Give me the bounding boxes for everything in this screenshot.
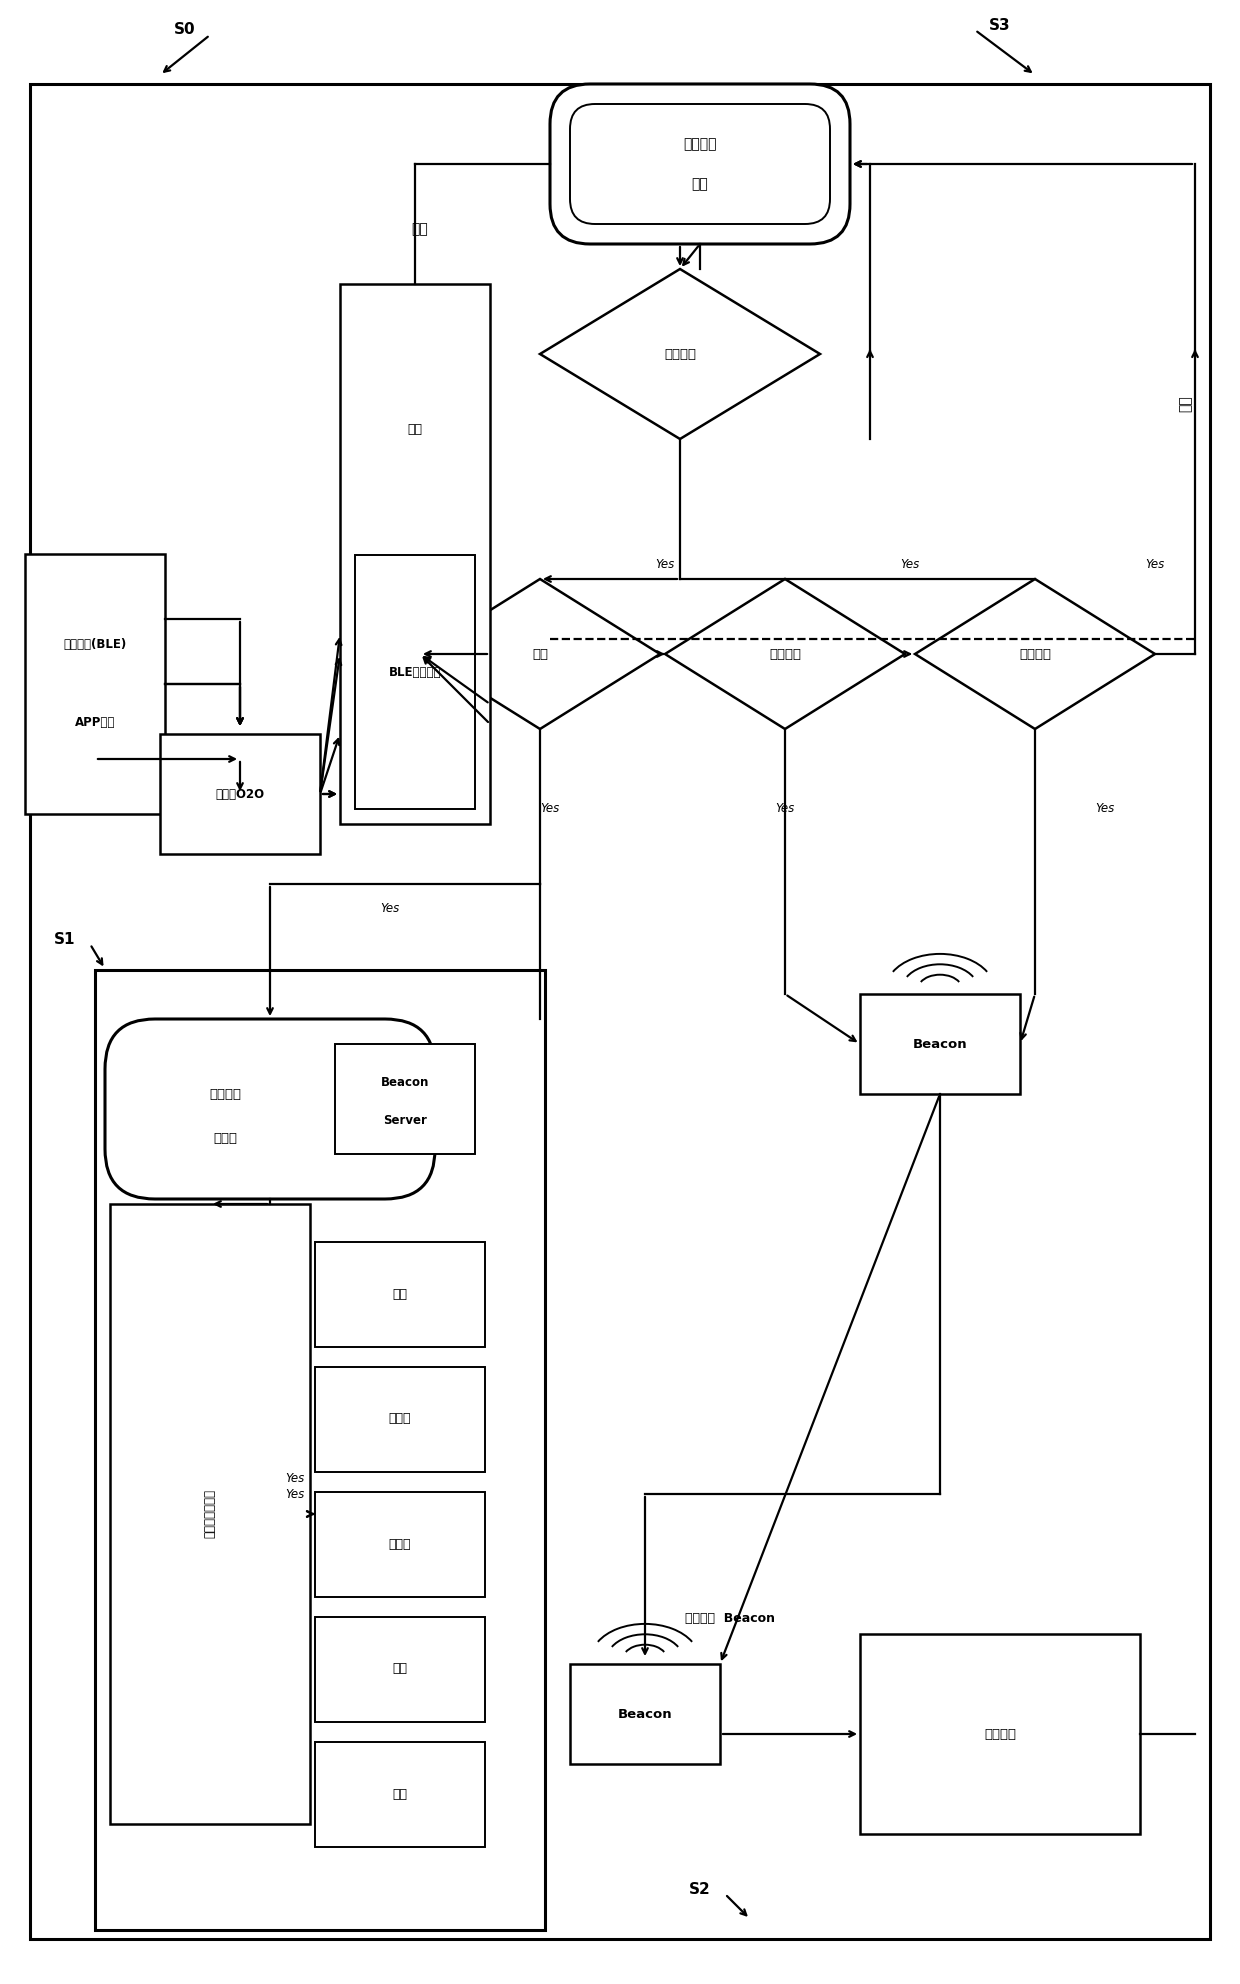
FancyBboxPatch shape (861, 1635, 1140, 1833)
Text: S3: S3 (990, 18, 1011, 32)
Text: 离场: 离场 (1178, 395, 1192, 413)
Text: 商场: 商场 (393, 1663, 408, 1676)
Text: Server: Server (383, 1115, 427, 1127)
FancyBboxPatch shape (861, 994, 1021, 1093)
Text: 人、车O2O: 人、车O2O (216, 788, 264, 800)
Text: 再次消费: 再次消费 (769, 647, 801, 661)
Text: 处理: 处理 (692, 177, 708, 190)
FancyBboxPatch shape (340, 284, 490, 823)
Text: Yes: Yes (1095, 802, 1115, 815)
Text: APP下载: APP下载 (74, 716, 115, 730)
Text: Yes: Yes (285, 1472, 305, 1486)
Text: S0: S0 (174, 22, 196, 38)
FancyBboxPatch shape (160, 734, 320, 853)
FancyBboxPatch shape (570, 1665, 720, 1764)
Text: 服务器: 服务器 (213, 1133, 237, 1145)
FancyBboxPatch shape (30, 83, 1210, 1938)
Text: 进场: 进场 (412, 222, 428, 236)
Text: 综合商业型建物: 综合商业型建物 (203, 1490, 217, 1538)
Text: 刷卡记录: 刷卡记录 (985, 1728, 1016, 1740)
FancyBboxPatch shape (335, 1044, 475, 1155)
Text: 是否离场: 是否离场 (1019, 647, 1052, 661)
Text: Yes: Yes (656, 558, 675, 571)
Text: 信标基站: 信标基站 (210, 1087, 241, 1101)
FancyBboxPatch shape (551, 83, 1200, 639)
Text: Beacon: Beacon (618, 1708, 672, 1720)
Text: 旅馆: 旅馆 (393, 1788, 408, 1801)
Text: Yes: Yes (775, 802, 795, 815)
Text: Yes: Yes (1146, 558, 1164, 571)
FancyBboxPatch shape (551, 83, 849, 244)
Text: 进场: 进场 (408, 423, 423, 436)
Polygon shape (539, 270, 820, 438)
Text: 消费基站  Beacon: 消费基站 Beacon (684, 1613, 775, 1625)
Text: 銀行: 銀行 (393, 1288, 408, 1300)
FancyBboxPatch shape (315, 1617, 485, 1722)
Text: 消费数据: 消费数据 (683, 137, 717, 151)
FancyBboxPatch shape (105, 1020, 435, 1198)
FancyBboxPatch shape (355, 556, 475, 809)
Text: S2: S2 (689, 1881, 711, 1897)
Text: 预约: 预约 (532, 647, 548, 661)
FancyBboxPatch shape (570, 103, 830, 224)
Polygon shape (915, 579, 1154, 728)
Text: Yes: Yes (285, 1488, 305, 1500)
Text: Yes: Yes (541, 802, 559, 815)
FancyBboxPatch shape (315, 1742, 485, 1847)
Text: 停车场: 停车场 (389, 1413, 412, 1425)
Text: S1: S1 (55, 932, 76, 946)
FancyBboxPatch shape (25, 554, 165, 813)
Text: 确认讯息: 确认讯息 (663, 347, 696, 361)
FancyBboxPatch shape (110, 1204, 310, 1823)
Polygon shape (420, 579, 660, 728)
FancyBboxPatch shape (315, 1492, 485, 1597)
Text: Beacon: Beacon (381, 1075, 429, 1089)
FancyBboxPatch shape (315, 1367, 485, 1472)
Text: BLE传输节点: BLE传输节点 (389, 667, 441, 679)
FancyBboxPatch shape (340, 625, 740, 1004)
Text: 手持装置(BLE): 手持装置(BLE) (63, 639, 126, 651)
FancyBboxPatch shape (315, 1242, 485, 1347)
Text: Beacon: Beacon (913, 1038, 967, 1050)
Text: Yes: Yes (900, 558, 920, 571)
Text: 办公室: 办公室 (389, 1538, 412, 1551)
FancyBboxPatch shape (546, 1000, 1200, 1930)
FancyBboxPatch shape (95, 970, 546, 1930)
Polygon shape (665, 579, 905, 728)
Text: Yes: Yes (381, 903, 399, 915)
